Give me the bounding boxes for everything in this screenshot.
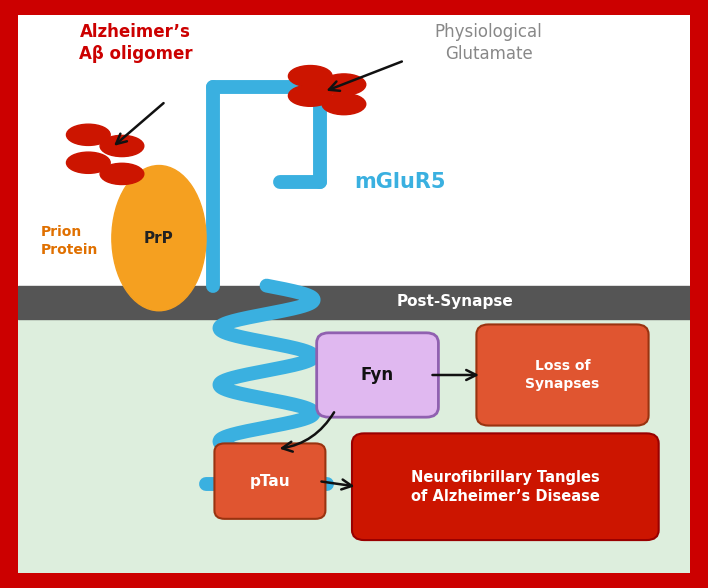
Text: Physiological
Glutamate: Physiological Glutamate — [435, 23, 542, 64]
Text: Prion
Protein: Prion Protein — [41, 225, 98, 256]
Ellipse shape — [67, 124, 110, 145]
Bar — [18, 286, 690, 319]
Ellipse shape — [322, 93, 366, 115]
FancyBboxPatch shape — [352, 433, 658, 540]
Text: Fyn: Fyn — [361, 366, 394, 384]
Bar — [18, 319, 690, 573]
Ellipse shape — [112, 166, 206, 311]
Text: Loss of
Synapses: Loss of Synapses — [525, 359, 600, 390]
Ellipse shape — [288, 65, 332, 87]
Text: Neurofibrillary Tangles
of Alzheimer’s Disease: Neurofibrillary Tangles of Alzheimer’s D… — [411, 470, 600, 503]
Text: Alzheimer’s
Aβ oligomer: Alzheimer’s Aβ oligomer — [79, 23, 192, 64]
FancyBboxPatch shape — [316, 333, 438, 417]
FancyBboxPatch shape — [476, 325, 649, 426]
Ellipse shape — [288, 85, 332, 106]
Text: pTau: pTau — [250, 473, 290, 489]
Ellipse shape — [67, 152, 110, 173]
Ellipse shape — [100, 163, 144, 185]
Ellipse shape — [100, 135, 144, 156]
Text: Post-Synapse: Post-Synapse — [396, 294, 513, 309]
Ellipse shape — [322, 74, 366, 95]
Text: PrP: PrP — [144, 230, 174, 246]
FancyBboxPatch shape — [215, 443, 326, 519]
Bar — [18, 15, 690, 319]
Text: mGluR5: mGluR5 — [354, 172, 445, 192]
